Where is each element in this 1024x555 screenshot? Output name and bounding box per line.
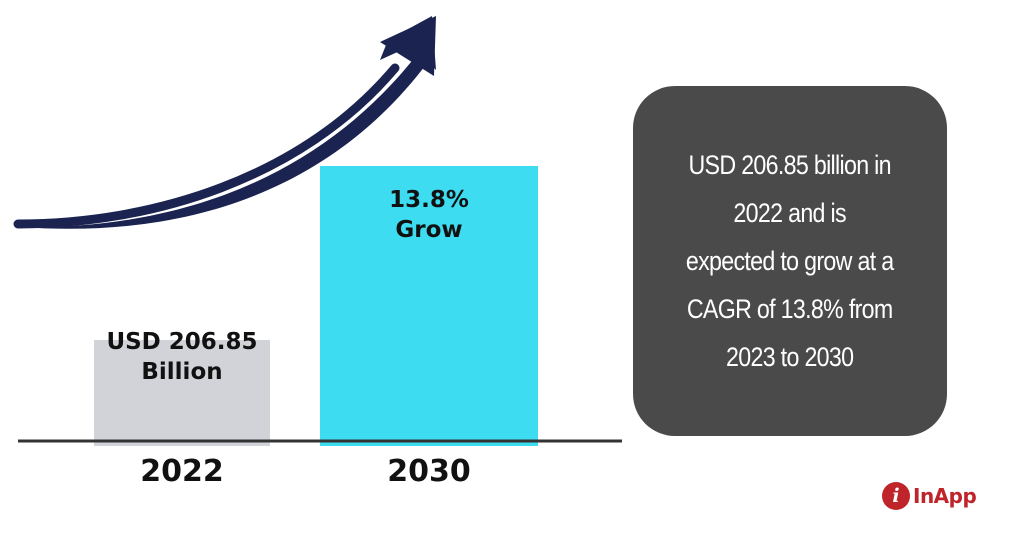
info-line-4: CAGR of 13.8% from (687, 294, 893, 324)
info-text: USD 206.85 billion in 2022 and is expect… (686, 141, 894, 381)
logo-mark-icon: i (882, 482, 910, 510)
bar-label-2022-line2: Billion (141, 358, 223, 385)
logo-text: InApp (913, 484, 977, 508)
bar-label-2022-line1: USD 206.85 (106, 329, 258, 355)
inapp-logo: i InApp (882, 480, 977, 512)
info-line-2: 2022 and is (733, 198, 847, 228)
bar-label-2030-line2: Grow (395, 216, 463, 243)
info-line-3: expected to grow at a (686, 246, 894, 276)
bar-2030 (320, 166, 538, 446)
bar-label-2030-line1: 13.8% (389, 187, 469, 213)
info-line-5: 2023 to 2030 (726, 342, 854, 372)
growth-arrow-head (380, 16, 436, 76)
info-line-1: USD 206.85 billion in (688, 150, 892, 180)
info-box: USD 206.85 billion in 2022 and is expect… (633, 86, 947, 436)
bar-label-2022: USD 206.85 Billion (94, 328, 270, 388)
growth-arrow-body (13, 63, 400, 229)
x-tick-2022: 2022 (140, 454, 224, 489)
bar-label-2030: 13.8% Grow (320, 186, 538, 246)
x-tick-2030: 2030 (387, 454, 471, 489)
bar-2022 (94, 339, 270, 446)
